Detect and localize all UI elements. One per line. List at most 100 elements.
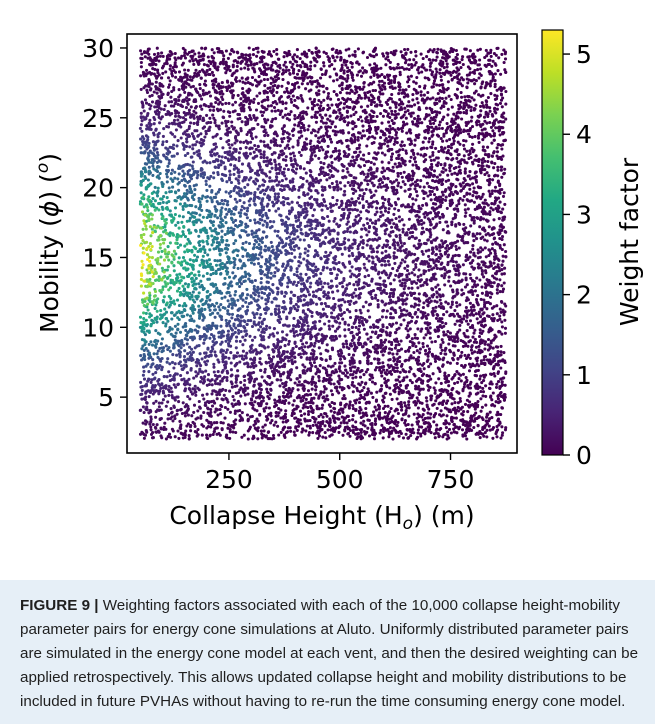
data-point: [482, 311, 486, 315]
data-point: [488, 260, 492, 264]
data-point: [420, 98, 424, 102]
data-point: [252, 114, 256, 118]
data-point: [386, 55, 390, 59]
data-point: [438, 96, 442, 100]
data-point: [207, 90, 211, 94]
data-point: [449, 284, 453, 288]
data-point: [336, 412, 340, 416]
data-point: [463, 334, 467, 338]
data-point: [390, 397, 394, 401]
data-point: [335, 55, 339, 59]
data-point: [317, 92, 321, 96]
data-point: [386, 176, 390, 180]
data-point: [295, 64, 299, 68]
data-point: [468, 423, 472, 427]
data-point: [475, 276, 479, 280]
data-point: [491, 242, 495, 246]
data-point: [296, 405, 300, 409]
data-point: [454, 185, 458, 189]
data-point: [256, 50, 260, 54]
data-point: [355, 147, 359, 151]
data-point: [424, 115, 428, 119]
data-point: [478, 377, 482, 381]
data-point: [231, 430, 235, 434]
data-point: [382, 54, 386, 58]
data-point: [170, 74, 175, 78]
data-point: [470, 125, 475, 129]
data-point: [462, 222, 466, 226]
data-point: [393, 162, 397, 166]
data-point: [216, 50, 220, 54]
data-point: [446, 113, 450, 117]
data-point: [304, 429, 308, 433]
data-point: [255, 417, 259, 421]
data-point: [429, 122, 433, 126]
data-point: [389, 158, 393, 162]
data-point: [473, 82, 477, 86]
data-point: [441, 60, 445, 64]
data-point: [331, 47, 335, 51]
data-point: [389, 81, 393, 85]
data-point: [311, 128, 315, 132]
data-point: [440, 389, 444, 393]
data-point: [472, 91, 477, 95]
data-point: [460, 293, 464, 297]
data-point: [357, 70, 361, 74]
data-point: [334, 50, 338, 54]
data-point: [144, 429, 148, 433]
data-point: [310, 82, 314, 86]
data-point: [502, 120, 506, 124]
data-point: [492, 281, 496, 285]
data-point: [354, 408, 358, 413]
data-point: [395, 363, 399, 367]
data-point: [352, 150, 357, 154]
data-point: [316, 130, 320, 134]
data-point: [424, 158, 428, 162]
data-point: [472, 425, 476, 430]
data-point: [155, 74, 160, 79]
data-point: [284, 51, 288, 55]
data-point: [493, 252, 497, 256]
data-point: [192, 74, 196, 78]
data-point: [455, 87, 460, 91]
data-point: [270, 63, 274, 67]
data-point: [464, 211, 468, 215]
data-point: [409, 183, 413, 187]
data-point: [205, 63, 209, 67]
data-point: [428, 336, 432, 340]
data-point: [462, 409, 466, 414]
data-point: [424, 191, 428, 195]
data-point: [466, 183, 470, 187]
data-point: [467, 174, 471, 178]
data-point: [458, 60, 462, 64]
data-point: [433, 179, 437, 184]
data-point: [393, 384, 397, 388]
data-point: [228, 69, 232, 73]
data-point: [467, 132, 471, 136]
data-point: [446, 399, 450, 403]
data-point: [389, 406, 393, 411]
data-point: [327, 421, 331, 426]
data-point: [332, 410, 337, 414]
data-point: [430, 352, 434, 356]
data-point: [465, 437, 469, 441]
data-point: [358, 143, 362, 147]
data-point: [485, 278, 489, 282]
data-point: [200, 97, 204, 101]
data-point: [307, 431, 312, 435]
data-point: [330, 63, 334, 67]
data-point: [448, 137, 452, 141]
data-point: [408, 58, 412, 62]
data-point: [372, 437, 377, 441]
data-point: [383, 85, 387, 89]
data-point: [437, 126, 441, 131]
data-point: [325, 394, 329, 398]
data-point: [388, 410, 392, 414]
data-point: [224, 49, 228, 53]
data-point: [495, 288, 499, 292]
data-point: [444, 300, 448, 304]
data-point: [390, 340, 394, 345]
data-point: [477, 344, 481, 348]
data-point: [446, 55, 450, 59]
data-point: [443, 163, 447, 167]
